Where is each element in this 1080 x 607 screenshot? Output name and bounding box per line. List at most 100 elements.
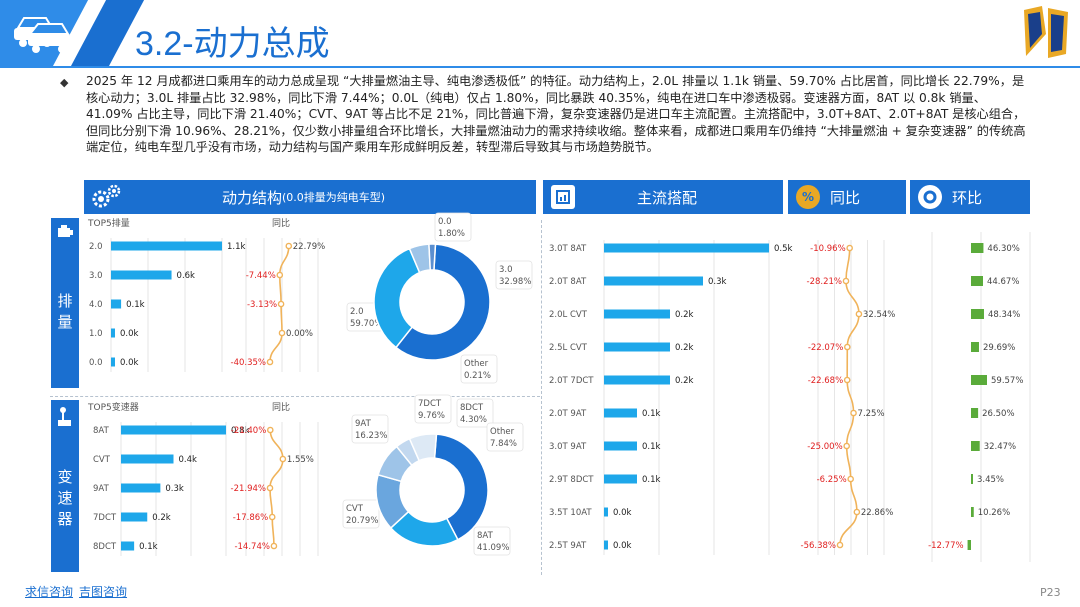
label-box: [486, 422, 524, 452]
bar: [604, 276, 703, 286]
slice-value-label: 1.80%: [438, 229, 465, 239]
pie-slice: [433, 433, 489, 541]
bar: [971, 276, 983, 286]
data-label: 0.0k: [613, 541, 632, 551]
data-label: -56.38%: [801, 541, 836, 551]
data-point: [847, 475, 854, 483]
data-point: [844, 343, 851, 351]
data-point: [843, 442, 850, 450]
tick-label: 3.0T 9AT: [549, 442, 587, 452]
data-label: 0.4k: [179, 455, 198, 465]
data-label: 0.1k: [139, 542, 158, 552]
bar: [121, 483, 161, 493]
data-label: 0.1k: [642, 409, 661, 419]
slice-value-label: 0.21%: [464, 371, 491, 381]
section-note: (0.0排量为纯电车型): [282, 191, 386, 204]
section-mom: 环比: [910, 180, 1030, 214]
pie-slice: [394, 243, 491, 361]
tick-label: 2.0T 9AT: [549, 409, 587, 419]
bar: [604, 309, 670, 319]
target-icon: [918, 185, 942, 209]
slice-category-label: CVT: [346, 504, 364, 514]
data-label: 46.30%: [987, 244, 1019, 254]
data-label: 0.1k: [642, 442, 661, 452]
header-rule: [0, 66, 1080, 68]
bar: [121, 454, 174, 464]
pie-slice: [428, 243, 437, 271]
tick-label: 2.9T 8DCT: [549, 475, 594, 485]
footer-link[interactable]: 吉图咨询: [79, 585, 128, 599]
label-box: [346, 302, 384, 332]
bar: [121, 425, 226, 435]
bar: [604, 375, 670, 385]
data-point: [266, 358, 274, 366]
data-point: [266, 484, 274, 492]
section-divider: [50, 396, 540, 397]
data-label: 1.1k: [227, 242, 246, 252]
tick-label: 2.0T 8AT: [549, 277, 587, 287]
data-label: 0.00%: [286, 329, 313, 339]
label-box: [434, 212, 472, 242]
bar-chart-icon: [551, 185, 575, 209]
slice-value-label: 4.30%: [460, 415, 487, 425]
data-label: -21.40%: [231, 426, 266, 436]
bar: [604, 243, 769, 253]
tick-label: 9AT: [93, 484, 110, 494]
gear-shift-icon: [58, 407, 71, 426]
data-point: [846, 244, 853, 252]
section-power-structure: 动力结构 (0.0排量为纯电车型): [84, 180, 536, 214]
bar: [971, 408, 979, 418]
data-label: 0.1k: [126, 300, 145, 310]
data-label: -17.86%: [233, 513, 268, 523]
slice-category-label: 3.0: [499, 265, 513, 275]
data-point: [853, 508, 861, 516]
data-label: 0.0k: [120, 358, 139, 368]
chart-title: 同比: [272, 217, 290, 229]
data-label: 3.45%: [977, 475, 1004, 485]
bar: [604, 507, 608, 517]
data-point: [855, 310, 863, 318]
tick-label: 2.5L CVT: [549, 343, 588, 353]
data-point: [266, 426, 274, 434]
series-line: [269, 429, 284, 547]
slice-category-label: 2.0: [350, 307, 364, 317]
column-divider: [541, 220, 542, 575]
data-point: [843, 376, 851, 384]
data-label: 10.26%: [978, 508, 1010, 518]
data-label: 29.69%: [983, 343, 1015, 353]
tick-label: 2.5T 9AT: [549, 541, 587, 551]
data-label: -3.13%: [247, 300, 277, 310]
slice-value-label: 7.84%: [490, 439, 517, 449]
percent-icon: %: [796, 185, 820, 209]
footer-link[interactable]: 求信咨询: [25, 585, 74, 599]
data-label: 0.5k: [774, 244, 793, 254]
data-label: 7.25%: [858, 409, 885, 419]
bar: [971, 342, 979, 352]
slice-category-label: 9AT: [355, 419, 372, 429]
section-main-combo: 主流搭配: [543, 180, 783, 214]
bar: [111, 328, 115, 338]
slice-value-label: 41.09%: [477, 543, 509, 553]
tick-label: 3.5T 10AT: [549, 508, 592, 518]
tick-label: 1.0: [89, 329, 103, 339]
label-box: [495, 260, 533, 290]
side-label-transmission: 变速器: [51, 400, 79, 572]
section-yoy: % 同比: [788, 180, 906, 214]
data-label: 0.6k: [177, 271, 196, 281]
tick-label: CVT: [93, 455, 111, 465]
data-point: [850, 409, 857, 417]
bar: [604, 408, 637, 418]
car-icon: [14, 17, 70, 53]
section-title: 同比: [830, 188, 861, 207]
data-label: 26.50%: [982, 409, 1014, 419]
tick-label: 2.0L CVT: [549, 310, 588, 320]
data-label: 0.8k: [231, 426, 250, 436]
data-label: -6.25%: [817, 475, 847, 485]
page-title: 3.2-动力总成: [135, 25, 330, 63]
data-label: 44.67%: [987, 277, 1019, 287]
data-label: 32.47%: [984, 442, 1016, 452]
data-point: [270, 542, 278, 550]
data-label: -7.44%: [246, 271, 276, 281]
data-point: [277, 300, 285, 308]
pie-slice: [377, 445, 413, 483]
